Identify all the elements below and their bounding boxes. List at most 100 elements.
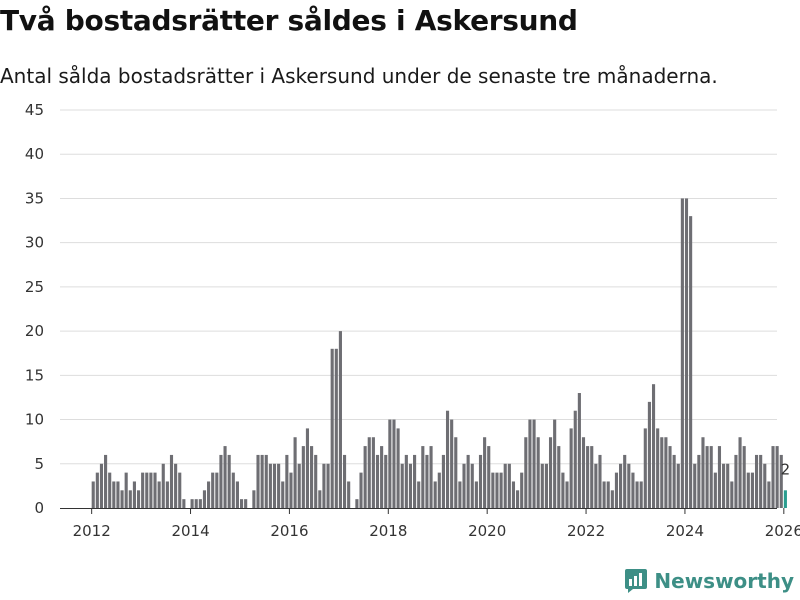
bar <box>359 472 363 508</box>
x-tick-label: 2024 <box>666 522 704 540</box>
logo-text: Newsworthy <box>654 569 794 593</box>
bar <box>310 446 314 508</box>
x-tick-label: 2012 <box>73 522 111 540</box>
bar <box>689 216 693 508</box>
gridlines <box>60 109 777 465</box>
bar <box>750 472 754 508</box>
bar <box>470 463 474 508</box>
bar <box>767 481 771 508</box>
y-tick-label: 45 <box>25 101 44 119</box>
bar <box>651 384 656 508</box>
bar <box>342 454 347 508</box>
bar <box>573 410 577 508</box>
bar <box>746 472 750 508</box>
bar <box>540 463 544 508</box>
bar <box>511 481 516 508</box>
bar <box>524 437 528 508</box>
x-tick-label: 2020 <box>468 522 506 540</box>
bar <box>660 437 664 508</box>
bar <box>437 472 441 508</box>
y-tick-label: 5 <box>34 455 44 473</box>
bar <box>272 463 277 508</box>
bar <box>553 419 557 508</box>
bar <box>120 490 124 508</box>
bar <box>322 463 326 508</box>
bar <box>643 428 647 508</box>
bar <box>639 481 643 508</box>
bar <box>528 419 532 508</box>
bar <box>165 481 169 508</box>
bar <box>483 437 487 508</box>
y-tick-label: 10 <box>25 411 44 429</box>
bar <box>717 446 722 508</box>
bar <box>136 490 141 508</box>
bar <box>264 454 268 508</box>
bar <box>153 472 157 508</box>
bar <box>223 446 227 508</box>
bar <box>536 437 540 508</box>
bar <box>219 454 223 508</box>
y-tick-label: 30 <box>25 234 44 252</box>
bar <box>227 454 231 508</box>
bar <box>594 463 598 508</box>
bar <box>104 454 108 508</box>
bar <box>421 446 425 508</box>
bar <box>285 454 289 508</box>
bar <box>722 463 726 508</box>
bar <box>586 446 590 508</box>
bar <box>330 348 334 508</box>
bar <box>668 446 672 508</box>
bar <box>763 463 767 508</box>
bar <box>627 463 631 508</box>
x-tick-label: 2018 <box>369 522 407 540</box>
latest-value-label: 2 <box>781 460 791 478</box>
bar <box>693 463 697 508</box>
bar <box>174 463 178 508</box>
bar <box>413 454 417 508</box>
y-tick-label: 0 <box>34 499 44 517</box>
bar <box>726 463 730 508</box>
bar <box>194 499 198 508</box>
bars <box>91 198 787 508</box>
bar <box>507 463 511 508</box>
bar <box>99 463 104 508</box>
bar <box>619 463 623 508</box>
bar <box>338 331 342 508</box>
x-tick-label: 2026 <box>765 522 800 540</box>
bar <box>742 446 746 508</box>
bar <box>400 463 404 508</box>
bar <box>182 499 186 508</box>
bar <box>314 454 318 508</box>
bar <box>128 490 132 508</box>
bar <box>631 472 635 508</box>
bar <box>544 463 548 508</box>
bar <box>207 481 211 508</box>
bar-latest <box>783 490 787 508</box>
bar <box>433 481 437 508</box>
bar <box>108 472 112 508</box>
bar <box>676 463 680 508</box>
bar <box>680 198 684 508</box>
chart-title: Två bostadsrätter såldes i Askersund <box>0 4 578 37</box>
bar <box>495 472 499 508</box>
bar <box>734 454 738 508</box>
bar <box>474 481 478 508</box>
bar <box>606 481 610 508</box>
bar <box>664 437 668 508</box>
bar <box>289 472 293 508</box>
bar <box>557 446 561 508</box>
bar <box>388 419 392 508</box>
bar <box>450 419 454 508</box>
bar <box>132 481 136 508</box>
chart-subtitle: Antal sålda bostadsrätter i Askersund un… <box>0 64 718 88</box>
bar <box>775 446 779 508</box>
bar <box>417 481 421 508</box>
bar <box>326 463 330 508</box>
bar <box>161 463 165 508</box>
x-tick-label: 2014 <box>171 522 209 540</box>
bar <box>656 428 660 508</box>
bar <box>635 481 639 508</box>
bar <box>215 472 219 508</box>
bar <box>602 481 606 508</box>
y-tick-label: 15 <box>25 366 44 384</box>
